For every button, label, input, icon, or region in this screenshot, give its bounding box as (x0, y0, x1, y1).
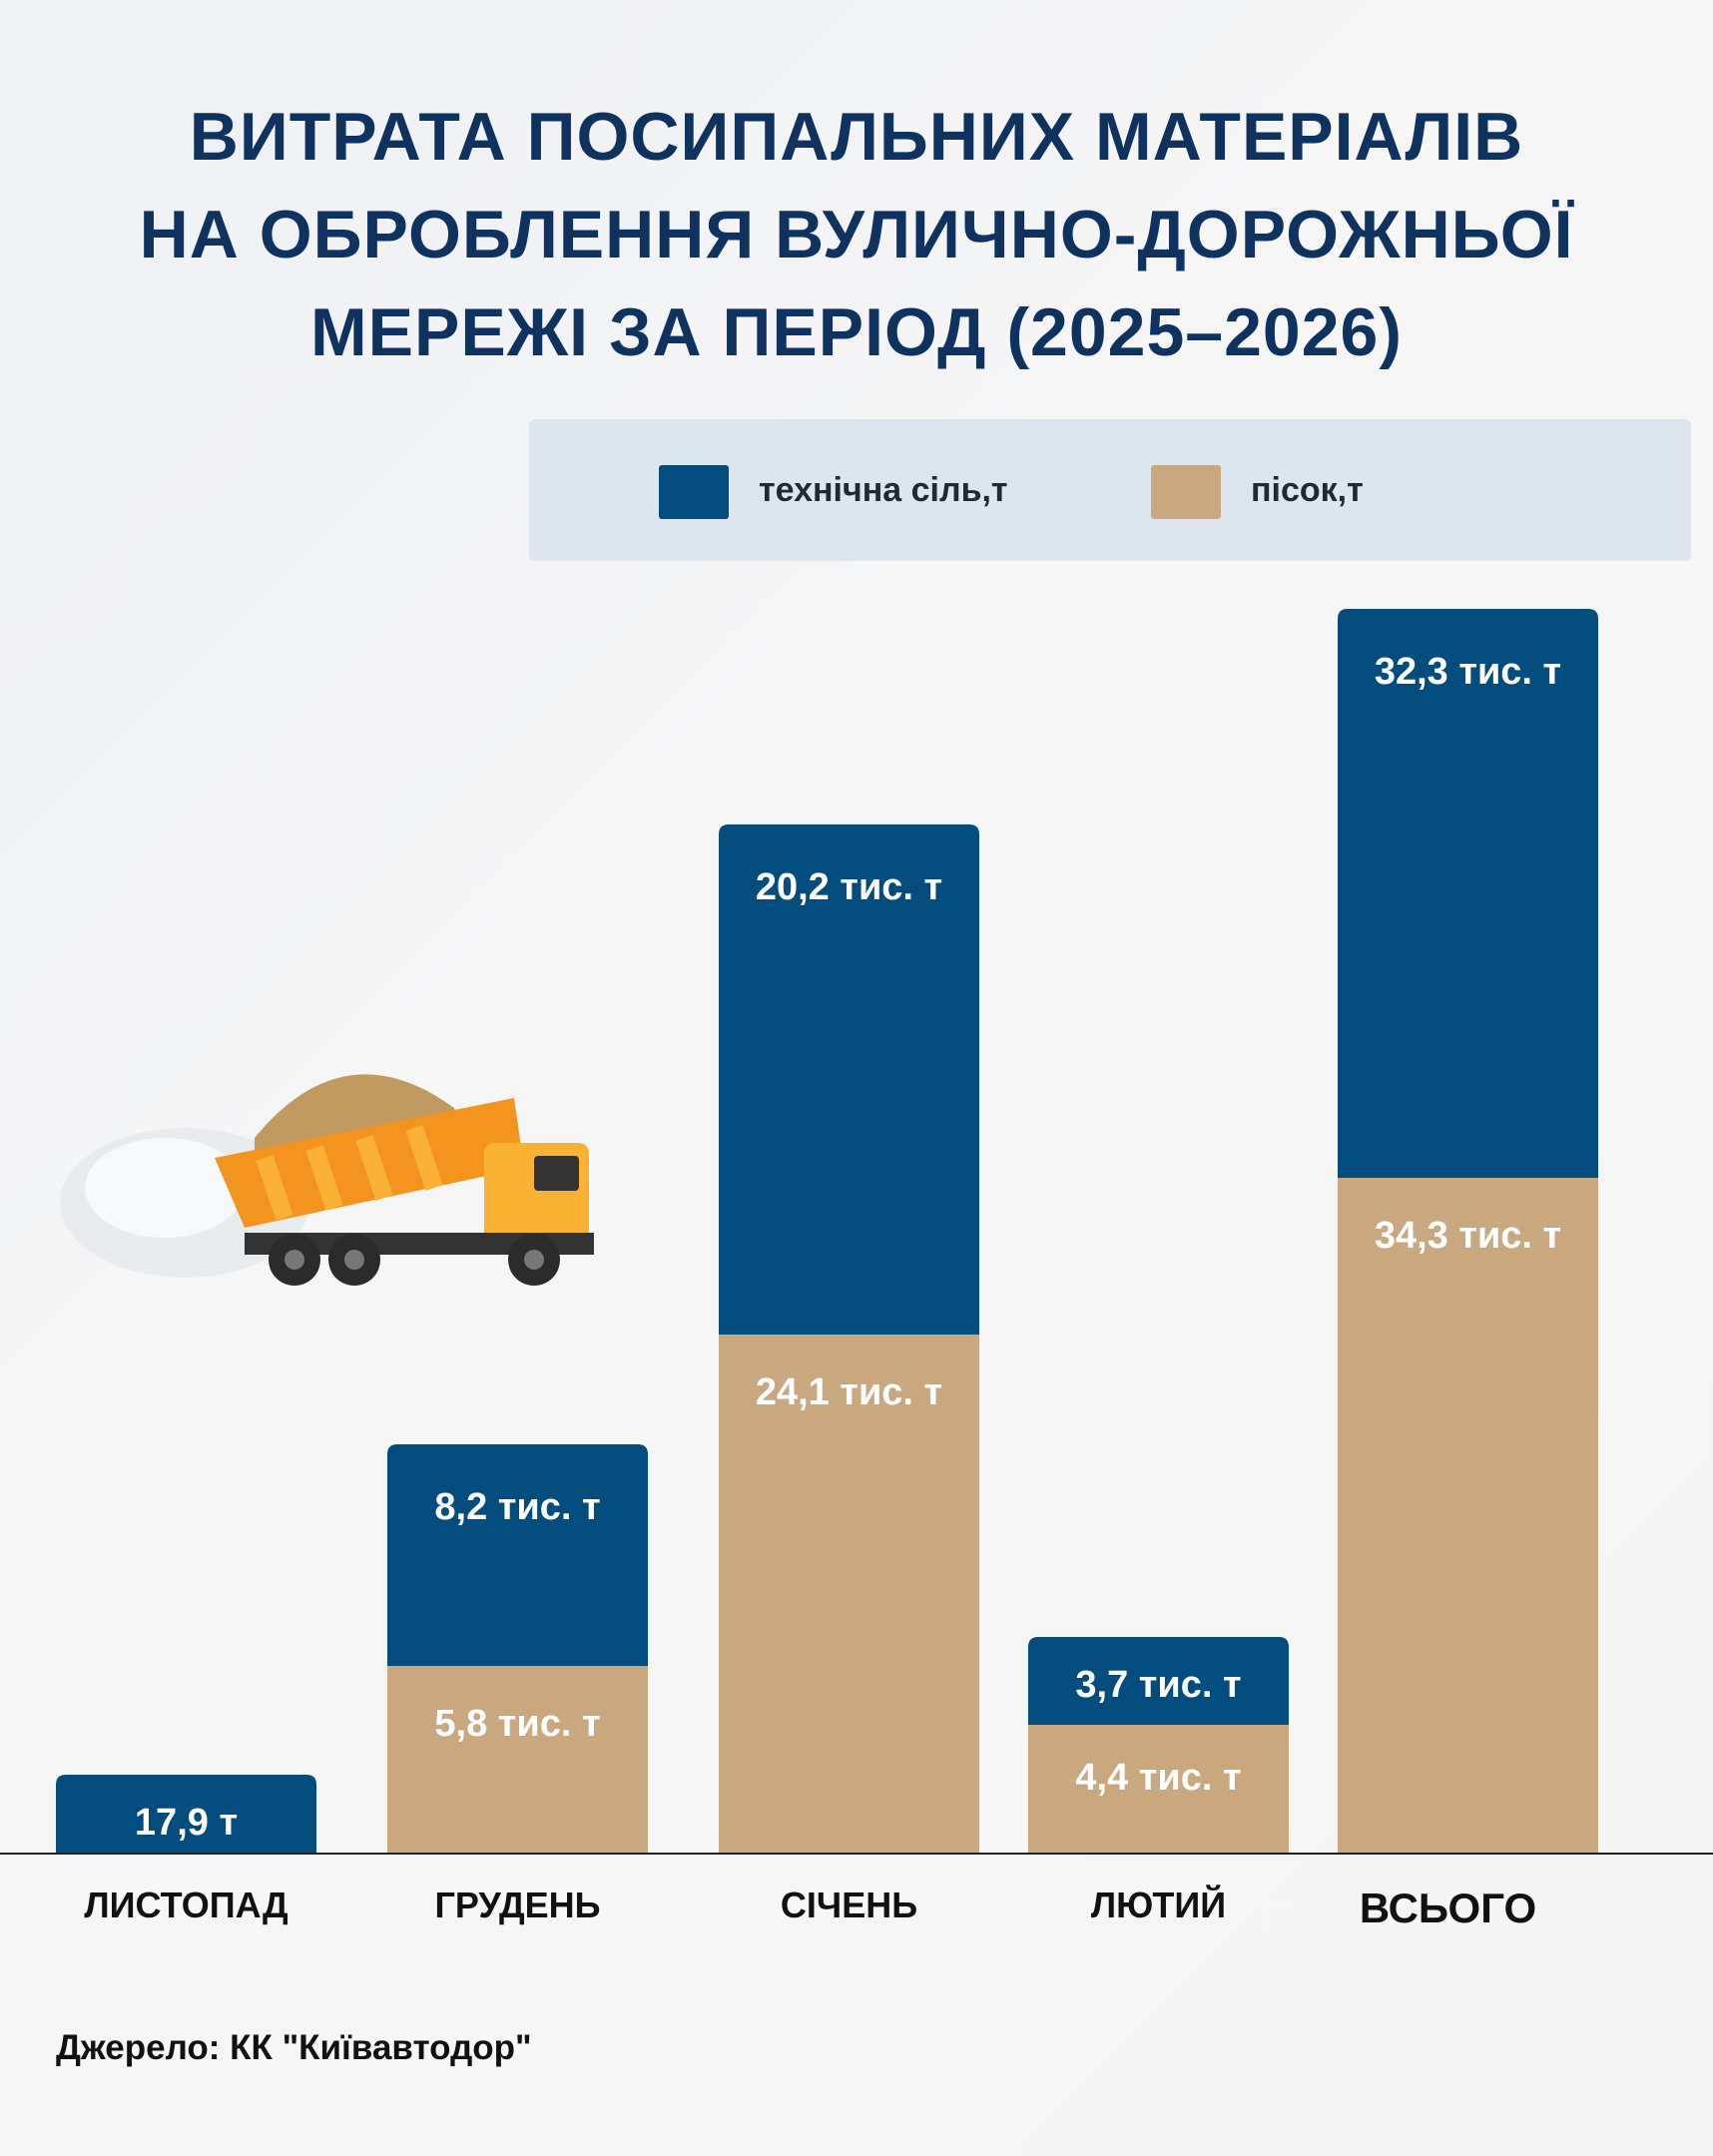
bar-segment-salt (719, 824, 979, 1335)
bar-label-salt: 3,7 тис. т (1075, 1664, 1241, 1706)
bar-label-sand: 34,3 тис. т (1375, 1215, 1561, 1257)
legend: технічна сіль,т пісок,т (529, 419, 1691, 561)
title-line: ВИТРАТА ПОСИПАЛЬНИХ МАТЕРІАЛІВ (189, 99, 1524, 175)
bar-label-salt: 20,2 тис. т (756, 866, 942, 908)
legend-swatch-sand (1151, 465, 1221, 519)
bar-label-sand: 24,1 тис. т (756, 1371, 942, 1413)
x-tick-label: ЛИСТОПАД (84, 1885, 288, 1925)
bar-label-salt: 32,3 тис. т (1375, 651, 1561, 693)
bar-segment-salt (387, 1444, 648, 1666)
x-tick-label: ВСЬОГО (1359, 1885, 1537, 1931)
bar-label-sand: 4,4 тис. т (1075, 1757, 1241, 1799)
bar-segment-sand (1028, 1725, 1289, 1854)
bar-label-sand: 5,8 тис. т (434, 1703, 600, 1745)
bar-label-salt: 17,9 т (135, 1802, 238, 1844)
title-line: НА ОБРОБЛЕННЯ ВУЛИЧНО-ДОРОЖНЬОЇ (139, 197, 1574, 272)
bar-segment-salt (1338, 609, 1598, 1178)
bar-segment-sand (387, 1666, 648, 1854)
chart-title: ВИТРАТА ПОСИПАЛЬНИХ МАТЕРІАЛІВ НА ОБРОБЛ… (0, 88, 1713, 381)
bar-segment-sand (719, 1335, 979, 1854)
x-tick-label: ГРУДЕНЬ (434, 1885, 601, 1925)
bar-segment-salt (56, 1775, 316, 1854)
x-tick-label: ЛЮТИЙ (1090, 1885, 1227, 1925)
x-tick-label: СІЧЕНЬ (780, 1885, 918, 1925)
legend-swatch-salt (659, 465, 729, 519)
legend-label-salt: технічна сіль,т (759, 471, 1008, 509)
dump-truck-illustration (60, 1074, 594, 1286)
source-note: Джерело: КК "Київавтодор" (56, 2028, 532, 2067)
bar-segment-salt (1028, 1637, 1289, 1725)
bar-label-salt: 8,2 тис. т (434, 1486, 600, 1528)
title-line: МЕРЕЖІ ЗА ПЕРІОД (2025–2026) (309, 294, 1404, 370)
legend-label-sand: пісок,т (1251, 471, 1364, 509)
bar-segment-sand (1338, 1178, 1598, 1854)
